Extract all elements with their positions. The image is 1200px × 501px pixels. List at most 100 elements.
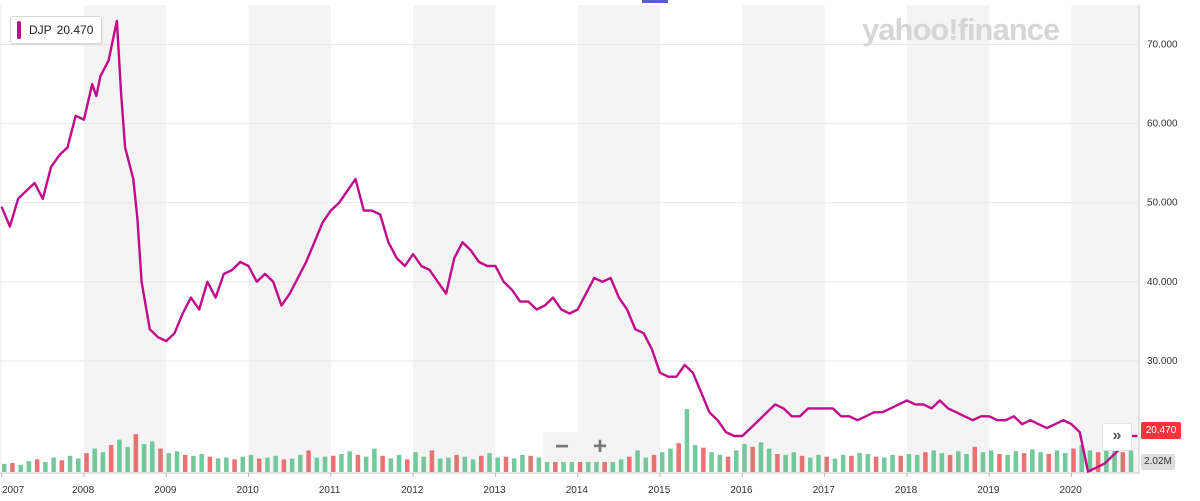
volume-bar — [487, 453, 492, 472]
volume-bar — [18, 464, 23, 472]
year-band — [0, 5, 2, 473]
volume-bar — [1013, 451, 1019, 472]
volume-bar — [882, 457, 887, 472]
volume-bar — [709, 452, 714, 472]
volume-bar — [421, 456, 426, 472]
volume-bar — [150, 441, 155, 472]
volume-bar — [972, 446, 978, 472]
volume-bar — [766, 448, 772, 472]
volume-bar — [914, 454, 920, 472]
volume-bar — [742, 444, 747, 472]
volume-bar — [890, 454, 895, 472]
x-tick-label: 2008 — [72, 485, 95, 496]
volume-bar — [577, 454, 583, 472]
x-tick-label: 2010 — [237, 485, 260, 496]
volume-bar — [248, 454, 254, 472]
volume-bar — [199, 454, 204, 472]
volume-bar — [840, 454, 846, 472]
volume-bar — [799, 455, 805, 472]
volume-bar — [174, 451, 180, 472]
volume-bar — [215, 458, 221, 472]
volume-bar — [158, 448, 163, 472]
zoom-controls: − + — [543, 432, 619, 462]
volume-bar — [413, 452, 418, 472]
y-tick-label: 40.000 — [1147, 277, 1178, 288]
volume-bar — [1054, 450, 1060, 472]
volume-bar — [108, 445, 114, 472]
x-tick-label: 2019 — [977, 485, 1000, 496]
legend[interactable]: DJP 20.470 — [10, 16, 103, 44]
x-tick-label: 2012 — [401, 485, 424, 496]
volume-bar — [306, 450, 311, 472]
volume-bar — [503, 456, 509, 472]
volume-bar — [388, 458, 394, 472]
volume-bar — [783, 454, 788, 472]
volume-bar — [1005, 454, 1010, 472]
volume-bar — [1079, 445, 1084, 472]
volume-bar — [470, 459, 476, 472]
volume-bar — [454, 454, 459, 472]
volume-bar — [1021, 453, 1027, 472]
volume-bar — [67, 455, 73, 472]
volume-bar — [668, 448, 673, 472]
zoom-in-button[interactable]: + — [592, 433, 607, 460]
volume-bars — [2, 409, 1134, 472]
volume-bar — [725, 456, 731, 472]
volume-bar — [906, 454, 912, 472]
legend-symbol: DJP — [29, 23, 52, 37]
volume-bar — [2, 463, 7, 472]
volume-bar — [380, 455, 385, 472]
volume-bar — [1030, 449, 1035, 472]
volume-bar — [791, 452, 797, 472]
year-band — [577, 5, 661, 473]
volume-bar — [34, 459, 40, 472]
x-tick-label: 2015 — [648, 485, 671, 496]
x-tick-label: 2009 — [154, 485, 177, 496]
volume-bar — [141, 444, 147, 472]
volume-bar — [964, 454, 969, 472]
volume-bar — [355, 454, 361, 472]
zoom-out-button[interactable]: − — [554, 433, 569, 460]
volume-label: 2.02M — [1141, 454, 1175, 470]
volume-bar — [479, 455, 484, 472]
volume-bar — [701, 447, 706, 472]
y-tick-label: 60.000 — [1147, 119, 1178, 130]
volume-bar — [553, 459, 558, 472]
year-band — [413, 5, 496, 473]
year-band — [742, 5, 825, 473]
volume-bar — [610, 458, 616, 472]
x-tick-label: 2014 — [566, 485, 589, 496]
volume-bar — [462, 456, 468, 472]
year-band — [1071, 5, 1139, 473]
volume-bar — [1104, 446, 1109, 472]
volume-bar — [1120, 452, 1126, 472]
volume-bar — [437, 458, 443, 472]
volume-bar — [733, 450, 739, 472]
year-bands — [0, 5, 1139, 473]
volume-bar — [569, 454, 575, 472]
volume-bar — [980, 452, 986, 472]
volume-bar — [182, 454, 188, 472]
volume-bar — [322, 456, 328, 472]
gridlines — [0, 5, 1140, 474]
volume-bar — [429, 450, 435, 472]
volume-bar — [865, 454, 871, 472]
volume-bar — [750, 446, 755, 472]
volume-bar — [273, 455, 278, 472]
y-tick-label: 50.000 — [1147, 198, 1178, 209]
x-tick-label: 2011 — [319, 485, 341, 496]
volume-bar — [692, 445, 698, 472]
volume-bar — [166, 453, 172, 472]
volume-bar — [51, 457, 56, 472]
volume-bar — [405, 459, 410, 472]
volume-bar — [281, 459, 287, 472]
volume-bar — [816, 454, 821, 472]
volume-bar — [1128, 450, 1134, 472]
volume-bar — [289, 458, 295, 472]
scroll-to-latest-button[interactable]: » — [1102, 423, 1132, 451]
volume-bar — [561, 456, 566, 472]
price-line-layer — [0, 19, 1138, 473]
volume-bar — [330, 455, 336, 472]
volume-bar — [133, 434, 139, 472]
